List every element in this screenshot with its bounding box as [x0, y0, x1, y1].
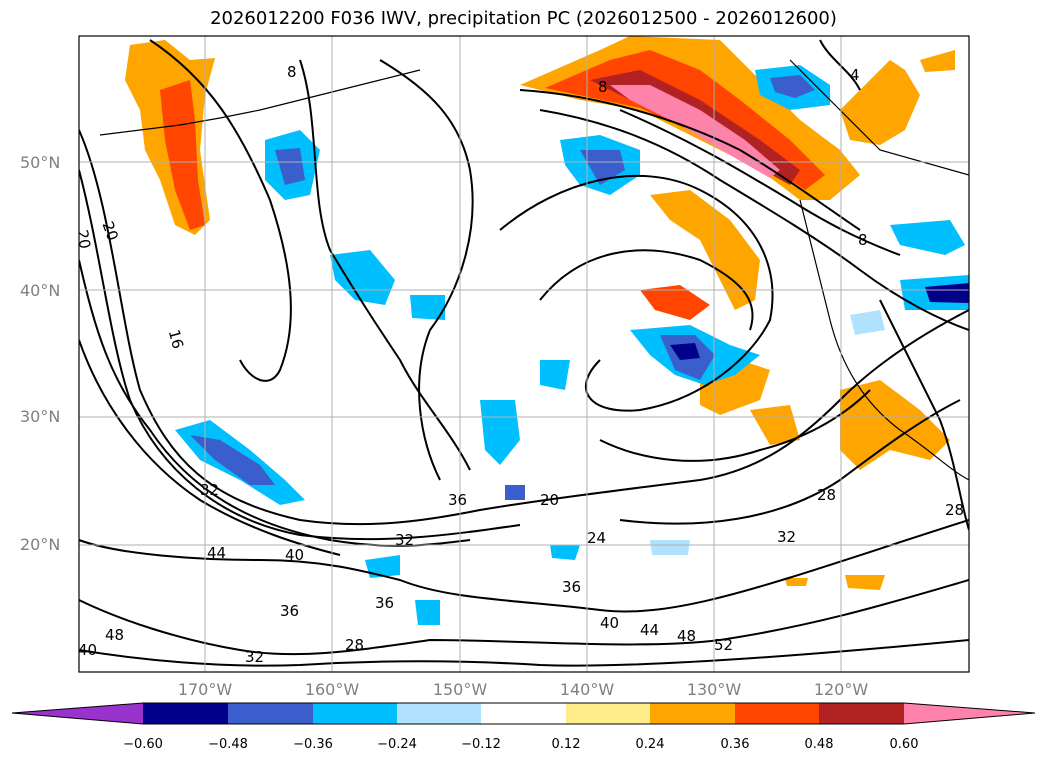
contour-label: 4	[850, 66, 860, 84]
contour-label: 32	[395, 531, 414, 549]
precip-negative-region	[540, 360, 570, 390]
precip-negative-core	[770, 75, 815, 98]
precip-negative-max	[925, 283, 969, 303]
precip-negative-core	[505, 485, 525, 500]
contour-label: 8	[858, 231, 868, 249]
contour-label: 52	[714, 636, 733, 654]
map-frame	[78, 35, 970, 673]
precip-negative-core	[190, 435, 275, 485]
colorbar-segment	[397, 703, 481, 724]
contour-label: 44	[207, 544, 226, 562]
precip-positive-core	[640, 285, 710, 320]
contour-label: 36	[375, 594, 394, 612]
precipitation-field: 8 4 8 20 20 16 32 44 40 36 32 36 48 40 2…	[73, 36, 969, 672]
contour-label: 36	[280, 602, 299, 620]
colorbar-segment	[819, 703, 904, 724]
colorbar-tick-label: 0.36	[720, 737, 750, 752]
precip-positive-region	[750, 405, 800, 445]
contour-label: 32	[200, 481, 219, 499]
colorbar-tick-label: 0.24	[635, 737, 665, 752]
contour-label: 28	[817, 486, 836, 504]
contour-label: 20	[73, 228, 94, 250]
colorbar-segment	[735, 703, 819, 724]
lat-label: 20°N	[20, 535, 61, 554]
precip-negative-core	[580, 150, 625, 185]
precip-negative-region	[890, 220, 965, 255]
colorbar-tick-label: −0.36	[293, 737, 333, 752]
lat-label: 40°N	[20, 281, 61, 300]
lat-label: 30°N	[20, 407, 61, 426]
map-title: 2026012200 F036 IWV, precipitation PC (2…	[210, 8, 837, 29]
precip-negative-region	[480, 400, 520, 465]
precip-negative-region	[550, 545, 580, 560]
graticule	[79, 36, 969, 672]
colorbar-tick-label: −0.12	[461, 737, 501, 752]
colorbar-tick-label: 0.12	[551, 737, 581, 752]
precip-negative-region	[410, 295, 445, 320]
contour-label: 48	[677, 627, 696, 645]
precip-positive-max	[610, 85, 780, 178]
precip-positive-region	[845, 575, 885, 590]
contour-label: 8	[598, 78, 608, 96]
contour-label: 28	[945, 501, 964, 519]
contour-label: 36	[562, 578, 581, 596]
contour-label: 40	[285, 546, 304, 564]
precip-negative-region	[650, 540, 690, 555]
colorbar-segment	[143, 703, 228, 724]
precip-positive-region	[785, 578, 808, 586]
precip-negative-max	[670, 343, 700, 360]
colorbar	[11, 702, 1036, 725]
colorbar-tick-label: −0.48	[208, 737, 248, 752]
coastlines	[99, 59, 969, 481]
contour-label: 20	[98, 219, 121, 243]
lon-label: 170°W	[177, 680, 233, 699]
colorbar-segment	[481, 703, 566, 724]
precip-negative-core	[275, 148, 305, 185]
lon-label: 150°W	[432, 680, 488, 699]
colorbar-outline	[11, 702, 1036, 725]
lon-label: 140°W	[559, 680, 615, 699]
colorbar-tick-label: −0.24	[377, 737, 417, 752]
precip-negative-region	[330, 250, 395, 305]
colorbar-extend-low	[12, 703, 143, 724]
precip-negative-region	[850, 310, 885, 335]
colorbar-segment	[228, 703, 313, 724]
colorbar-tick-label: 0.60	[889, 737, 919, 752]
contour-labels: 8 4 8 20 20 16 32 44 40 36 32 36 48 40 2…	[73, 63, 964, 666]
iwv-contours	[79, 39, 969, 667]
contour-label: 32	[245, 648, 264, 666]
contour-label: 48	[105, 626, 124, 644]
colorbar-tick-label: −0.60	[123, 737, 163, 752]
precip-negative-region	[365, 555, 400, 578]
colorbar-segment	[313, 703, 397, 724]
lat-label: 50°N	[20, 153, 61, 172]
colorbar-extend-high	[904, 703, 1035, 724]
contour-label: 36	[448, 491, 467, 509]
contour-label: 44	[640, 621, 659, 639]
lon-label: 130°W	[686, 680, 742, 699]
contour-label: 24	[587, 529, 606, 547]
precip-negative-region	[415, 600, 440, 625]
contour-label: 16	[165, 328, 187, 351]
precip-positive-region	[840, 380, 950, 470]
contour-label: 32	[777, 528, 796, 546]
contour-label: 28	[345, 636, 364, 654]
contour-label: 40	[600, 614, 619, 632]
map-frame-background	[79, 36, 969, 672]
colorbar-tick-label: 0.48	[804, 737, 834, 752]
precip-positive-region	[840, 60, 920, 145]
contour-label: 8	[287, 63, 297, 81]
colorbar-segment	[566, 703, 650, 724]
lon-label: 160°W	[304, 680, 360, 699]
contour-label: 40	[78, 641, 97, 659]
contour-label: 20	[540, 491, 559, 509]
precip-positive-core	[160, 80, 205, 230]
precip-positive-region	[920, 50, 955, 72]
lon-label: 120°W	[813, 680, 869, 699]
colorbar-segment	[650, 703, 735, 724]
